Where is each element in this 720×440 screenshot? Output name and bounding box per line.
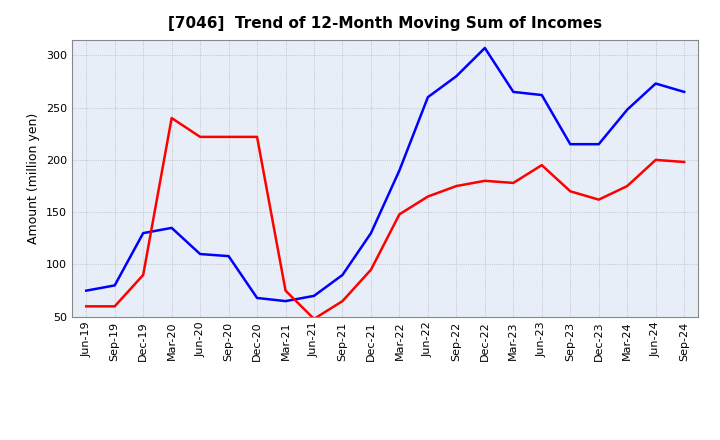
Net Income xyxy=(480,178,489,183)
Ordinary Income xyxy=(595,142,603,147)
Ordinary Income xyxy=(537,92,546,98)
Net Income xyxy=(395,212,404,217)
Ordinary Income xyxy=(566,142,575,147)
Title: [7046]  Trend of 12-Month Moving Sum of Incomes: [7046] Trend of 12-Month Moving Sum of I… xyxy=(168,16,602,32)
Ordinary Income xyxy=(423,95,432,100)
Net Income xyxy=(196,134,204,139)
Net Income xyxy=(82,304,91,309)
Ordinary Income xyxy=(282,298,290,304)
Ordinary Income xyxy=(623,107,631,112)
Net Income xyxy=(366,267,375,272)
Net Income xyxy=(623,183,631,189)
Net Income xyxy=(452,183,461,189)
Ordinary Income xyxy=(196,251,204,257)
Net Income xyxy=(537,162,546,168)
Ordinary Income xyxy=(139,231,148,236)
Ordinary Income xyxy=(338,272,347,278)
Line: Ordinary Income: Ordinary Income xyxy=(86,48,684,301)
Net Income xyxy=(509,180,518,186)
Ordinary Income xyxy=(452,73,461,79)
Y-axis label: Amount (million yen): Amount (million yen) xyxy=(27,113,40,244)
Net Income xyxy=(566,189,575,194)
Ordinary Income xyxy=(680,89,688,95)
Net Income xyxy=(310,316,318,322)
Ordinary Income xyxy=(480,45,489,51)
Ordinary Income xyxy=(110,283,119,288)
Ordinary Income xyxy=(395,168,404,173)
Net Income xyxy=(253,134,261,139)
Net Income xyxy=(139,272,148,278)
Net Income xyxy=(167,115,176,121)
Net Income xyxy=(110,304,119,309)
Line: Net Income: Net Income xyxy=(86,118,684,319)
Net Income xyxy=(225,134,233,139)
Net Income xyxy=(680,159,688,165)
Ordinary Income xyxy=(253,295,261,301)
Ordinary Income xyxy=(652,81,660,86)
Ordinary Income xyxy=(225,253,233,259)
Net Income xyxy=(652,157,660,162)
Net Income xyxy=(282,288,290,293)
Net Income xyxy=(595,197,603,202)
Net Income xyxy=(338,298,347,304)
Net Income xyxy=(423,194,432,199)
Ordinary Income xyxy=(509,89,518,95)
Ordinary Income xyxy=(82,288,91,293)
Ordinary Income xyxy=(310,293,318,298)
Ordinary Income xyxy=(366,231,375,236)
Ordinary Income xyxy=(167,225,176,231)
